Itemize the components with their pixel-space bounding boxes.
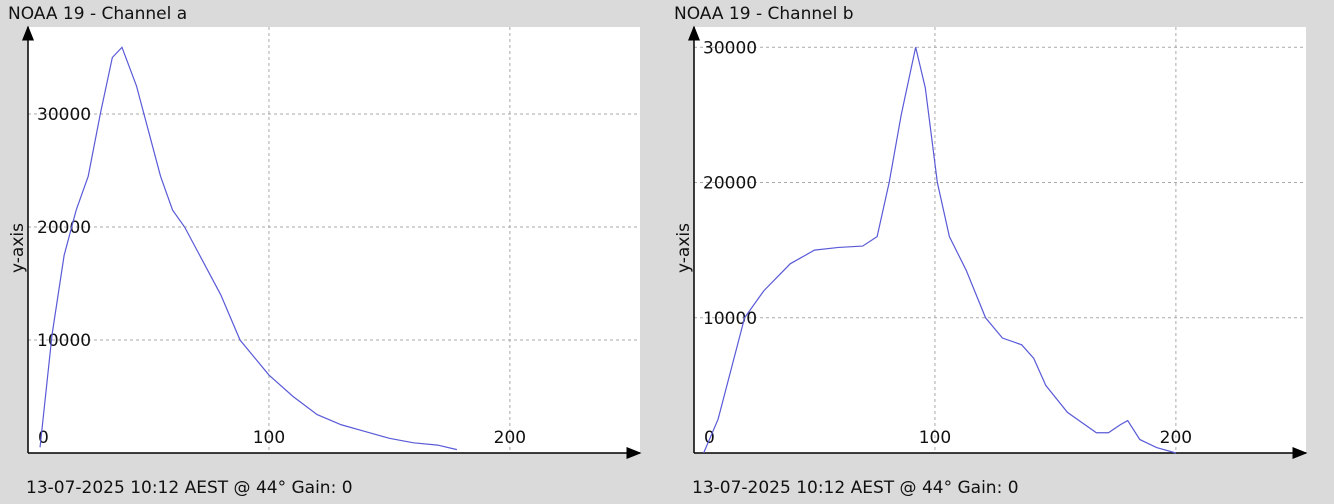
footer: 13-07-2025 10:12 AEST @ 44° Gain: 0 [26, 478, 353, 498]
plot-area [694, 27, 1306, 453]
y-tick-label: 30000 [37, 105, 91, 125]
chart-title: NOAA 19 - Channel b [674, 4, 854, 24]
y-axis-label: y-axis [8, 223, 28, 273]
data-line [39, 46, 458, 451]
y-axis-label: y-axis [674, 223, 694, 273]
data-line [703, 47, 1177, 454]
x-tick-label: 0 [38, 428, 49, 448]
x-tick-label: 200 [494, 428, 526, 448]
x-tick-label: 100 [253, 428, 285, 448]
y-tick-label: 30000 [703, 38, 757, 58]
plot-area [28, 27, 640, 453]
y-tick-label: 20000 [37, 218, 91, 238]
x-tick-label: 200 [1160, 428, 1192, 448]
x-tick-label: 100 [919, 428, 951, 448]
y-tick-label: 20000 [703, 174, 757, 194]
y-tick-label: 10000 [37, 331, 91, 351]
chart-title: NOAA 19 - Channel a [8, 4, 187, 24]
footer: 13-07-2025 10:12 AEST @ 44° Gain: 0 [692, 478, 1019, 498]
